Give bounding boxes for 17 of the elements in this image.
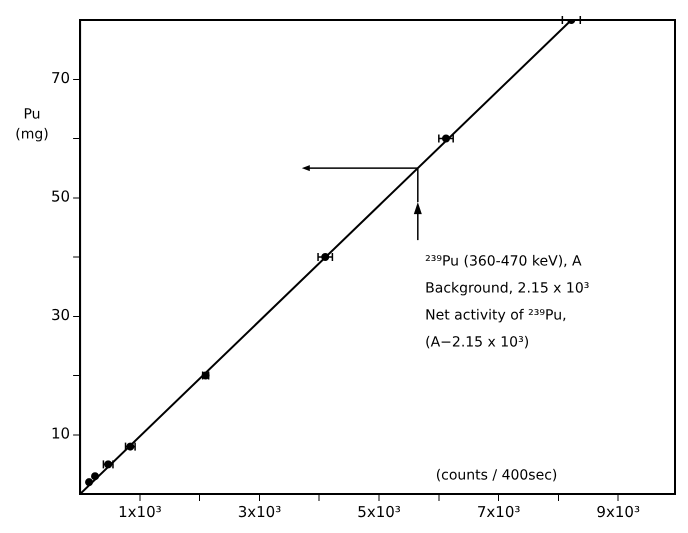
y-tick-label: 10 <box>50 424 70 443</box>
annotation: Background, 2.15 x 10³ <box>425 280 590 296</box>
y-axis-title: Pu (mg) <box>15 106 49 142</box>
x-tick-label: 7x10³ <box>476 502 520 521</box>
x-tick-label: 5x10³ <box>357 502 401 521</box>
point <box>85 478 94 486</box>
x-tick-label: 1x10³ <box>118 502 162 521</box>
x-axis-title: (counts / 400sec) <box>436 468 558 484</box>
annotation: ²³⁹Pu (360-470 keV), A <box>425 253 582 270</box>
point <box>91 472 100 480</box>
x-tick-label: 3x10³ <box>238 502 282 521</box>
y-tick-label: 30 <box>50 306 70 324</box>
annotation: Net activity of ²³⁹Pu, <box>425 307 567 324</box>
annotation: (A−2.15 x 10³) <box>425 334 530 350</box>
y-tick-label: 50 <box>50 188 70 206</box>
y-tick-label: 70 <box>50 69 70 88</box>
x-tick-label: 9x10³ <box>596 502 640 521</box>
